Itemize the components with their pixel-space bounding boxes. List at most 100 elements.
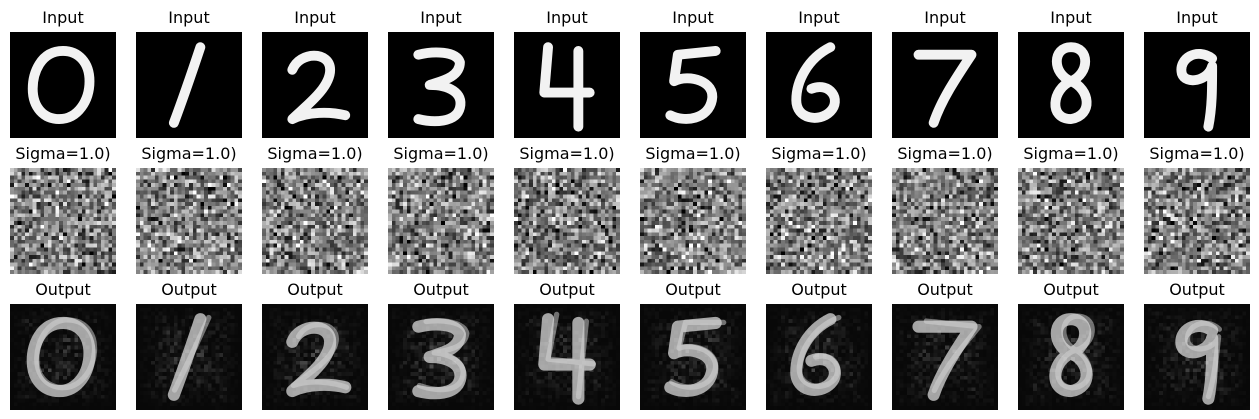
- noise-canvas: [262, 168, 368, 274]
- recon-image-1: [136, 304, 242, 410]
- digit-title: Input: [1176, 8, 1218, 27]
- noise-title: Sigma=1.0): [1023, 144, 1119, 163]
- recon-title: Output: [539, 280, 595, 299]
- digit-canvas: [10, 32, 116, 138]
- recon-title: Output: [413, 280, 469, 299]
- recon-noise: [262, 304, 368, 410]
- recon-ghost-stroke: [171, 314, 212, 393]
- noise-canvas: [1144, 168, 1250, 274]
- digit-image-2: [262, 32, 368, 138]
- digit-stroke: [1050, 42, 1092, 124]
- recon-title: Output: [1169, 280, 1225, 299]
- digit-canvas: [136, 32, 242, 138]
- noise-pixels: [640, 168, 746, 274]
- recon-title: Output: [791, 280, 847, 299]
- digit-stroke: [168, 42, 206, 128]
- noise-image-4: [514, 168, 620, 274]
- digit-image-0: [10, 32, 116, 138]
- noise-title: Sigma=1.0): [1149, 144, 1245, 163]
- noise-pixels: [892, 168, 998, 274]
- digit-image-9: [1144, 32, 1250, 138]
- recon-ghost-stroke: [1055, 313, 1095, 391]
- noise-image-9: [1144, 168, 1250, 274]
- recon-ghost-stroke: [416, 318, 470, 393]
- recon-canvas: [766, 304, 872, 410]
- digit-title: Input: [924, 8, 966, 27]
- digit-title: Input: [42, 8, 84, 27]
- recon-canvas: [514, 304, 620, 410]
- recon-image-7: [892, 304, 998, 410]
- noise-title: Sigma=1.0): [393, 144, 489, 163]
- noise-canvas: [766, 168, 872, 274]
- digit-canvas: [1018, 32, 1124, 138]
- recon-title: Output: [1043, 280, 1099, 299]
- digit-stroke: [539, 42, 595, 132]
- noise-canvas: [10, 168, 116, 274]
- recon-ghost-stroke: [290, 321, 350, 390]
- recon-canvas: [10, 304, 116, 410]
- recon-ghost-stroke: [796, 314, 842, 389]
- noise-title: Sigma=1.0): [519, 144, 615, 163]
- recon-noise: [514, 304, 620, 410]
- noise-title: Sigma=1.0): [141, 144, 237, 163]
- recon-ghost-stroke: [669, 319, 727, 390]
- digit-title: Input: [672, 8, 714, 27]
- recon-canvas: [640, 304, 746, 410]
- recon-image-3: [388, 304, 494, 410]
- noise-pixels: [388, 168, 494, 274]
- noise-pixels: [766, 168, 872, 274]
- digit-stroke: [1176, 49, 1218, 132]
- digit-canvas: [766, 32, 872, 138]
- digit-image-1: [136, 32, 242, 138]
- noise-image-6: [766, 168, 872, 274]
- digit-title: Input: [1050, 8, 1092, 27]
- noise-canvas: [136, 168, 242, 274]
- noise-pixels: [136, 168, 242, 274]
- recon-image-0: [10, 304, 116, 410]
- noise-canvas: [514, 168, 620, 274]
- noise-title: Sigma=1.0): [267, 144, 363, 163]
- recon-canvas: [136, 304, 242, 410]
- recon-title: Output: [665, 280, 721, 299]
- noise-title: Sigma=1.0): [897, 144, 993, 163]
- recon-ghost-stroke: [34, 317, 98, 391]
- recon-image-6: [766, 304, 872, 410]
- noise-pixels: [1018, 168, 1124, 274]
- noise-image-1: [136, 168, 242, 274]
- noise-pixels: [10, 168, 116, 274]
- recon-noise: [640, 304, 746, 410]
- digit-stroke: [413, 47, 466, 127]
- digit-title: Input: [546, 8, 588, 27]
- digit-stroke: [913, 49, 977, 128]
- recon-ghost-stroke: [545, 311, 596, 400]
- recon-canvas: [1144, 304, 1250, 410]
- digit-image-3: [388, 32, 494, 138]
- digit-image-8: [1018, 32, 1124, 138]
- digit-title: Input: [420, 8, 462, 27]
- noise-image-3: [388, 168, 494, 274]
- noise-title: Sigma=1.0): [645, 144, 741, 163]
- noise-canvas: [640, 168, 746, 274]
- noise-canvas: [1018, 168, 1124, 274]
- digit-image-4: [514, 32, 620, 138]
- recon-image-2: [262, 304, 368, 410]
- noise-image-7: [892, 168, 998, 274]
- recon-canvas: [892, 304, 998, 410]
- recon-stroke: [26, 316, 96, 398]
- digit-image-5: [640, 32, 746, 138]
- digit-title: Input: [294, 8, 336, 27]
- noise-image-8: [1018, 168, 1124, 274]
- noise-title: Sigma=1.0): [15, 144, 111, 163]
- recon-canvas: [388, 304, 494, 410]
- digit-title: Input: [168, 8, 210, 27]
- noise-image-5: [640, 168, 746, 274]
- recon-title: Output: [917, 280, 973, 299]
- recon-canvas: [262, 304, 368, 410]
- recon-title: Output: [161, 280, 217, 299]
- noise-pixels: [1144, 168, 1250, 274]
- recon-image-9: [1144, 304, 1250, 410]
- digit-canvas: [1144, 32, 1250, 138]
- recon-image-4: [514, 304, 620, 410]
- recon-stroke: [1049, 313, 1093, 398]
- noise-canvas: [892, 168, 998, 274]
